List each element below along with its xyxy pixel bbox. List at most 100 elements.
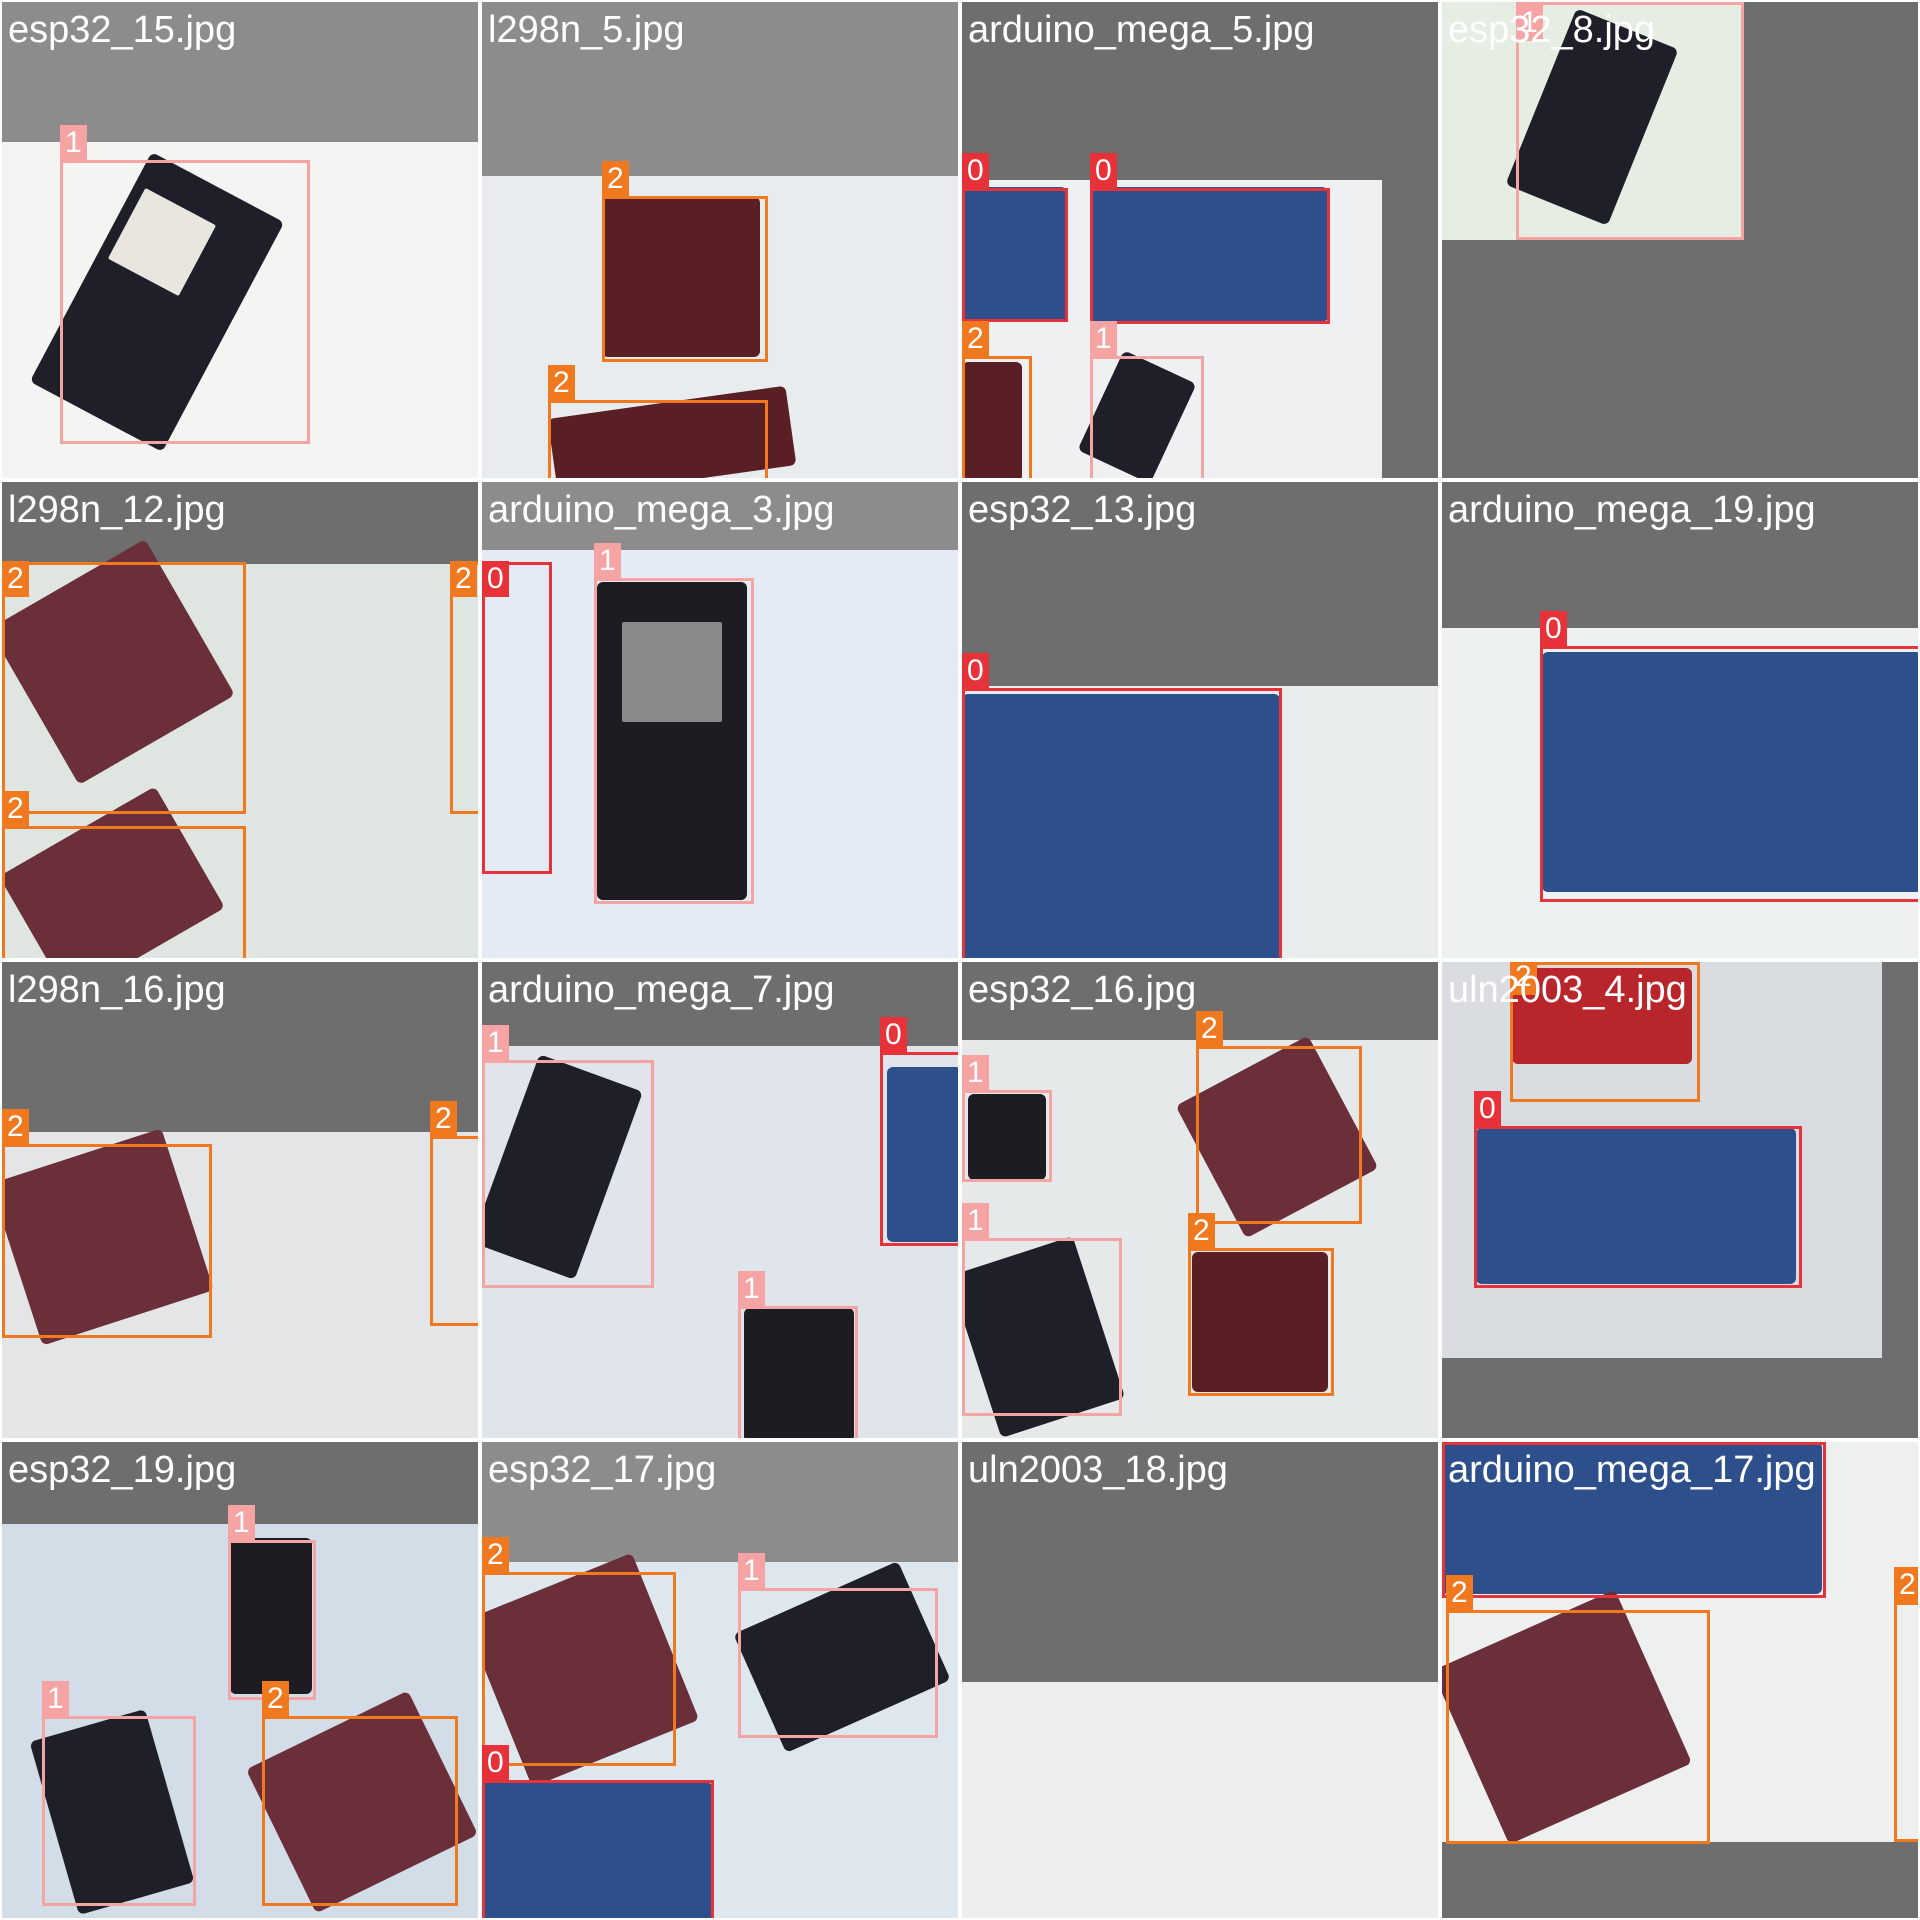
- tile-filename: l298n_12.jpg: [8, 489, 226, 531]
- bbox-class-1: 1: [738, 1553, 938, 1738]
- bbox-tag: 2: [1188, 1213, 1215, 1249]
- bbox-tag: 1: [962, 1055, 989, 1091]
- bbox-class-2: 2: [962, 321, 1032, 478]
- bbox-class-2: 2: [1196, 1011, 1362, 1224]
- bbox-tag: 2: [430, 1101, 457, 1137]
- bbox-tag: 2: [2, 791, 29, 827]
- bbox-class-2: 2: [262, 1681, 458, 1906]
- tile-7: 0 esp32_13.jpg: [960, 480, 1440, 960]
- bbox-class-2: 2: [1188, 1213, 1334, 1396]
- bbox-tag: 2: [548, 365, 575, 401]
- tile-16: 0 2 2 arduino_mega_17.jpg: [1440, 1440, 1920, 1920]
- bbox-class-1: 1: [42, 1681, 196, 1906]
- bbox-tag: 0: [1442, 1442, 1469, 1443]
- tile-filename: esp32_19.jpg: [8, 1449, 237, 1491]
- bbox-class-2: 2: [602, 161, 768, 362]
- tile-9: 2 2 l298n_16.jpg: [0, 960, 480, 1440]
- bbox-tag: 1: [60, 125, 87, 161]
- bbox-tag: 1: [482, 1025, 509, 1061]
- bbox-class-2: 2: [450, 561, 478, 814]
- tile-13: 1 1 2 esp32_19.jpg: [0, 1440, 480, 1920]
- bbox-class-2: 2: [1510, 962, 1700, 1102]
- tile-12: 2 0 uln2003_4.jpg: [1440, 960, 1920, 1440]
- bbox-class-1: 1: [594, 543, 754, 904]
- tile-10: 1 0 1 arduino_mega_7.jpg: [480, 960, 960, 1440]
- bbox-class-0: 0: [962, 153, 1068, 322]
- tile-filename: uln2003_4.jpg: [1448, 969, 1687, 1011]
- bbox-class-1: 1: [962, 1055, 1052, 1182]
- bbox-class-2: 2: [430, 1101, 478, 1326]
- tile-14: 2 1 0 esp32_17.jpg: [480, 1440, 960, 1920]
- bbox-tag: 1: [962, 1203, 989, 1239]
- bbox-tag: 1: [1516, 5, 1543, 41]
- bbox-tag: 2: [450, 561, 477, 597]
- bbox-class-0: 0: [1090, 153, 1330, 324]
- bbox-class-2: 2: [1894, 1567, 1918, 1842]
- bbox-tag: 0: [482, 561, 509, 597]
- bbox-class-0: 0: [482, 1745, 714, 1918]
- bbox-tag: 0: [962, 653, 989, 689]
- tile-1: 1 esp32_15.jpg: [0, 0, 480, 480]
- bbox-tag: 0: [880, 1017, 907, 1053]
- tile-2: 2 2 l298n_5.jpg: [480, 0, 960, 480]
- bbox-tag: 1: [594, 543, 621, 579]
- bbox-class-2: 2: [2, 791, 246, 958]
- bbox-class-0: 0: [1442, 1442, 1826, 1598]
- tile-11: 2 1 1 2 esp32_16.jpg: [960, 960, 1440, 1440]
- bbox-tag: 0: [482, 1745, 509, 1781]
- tile-filename: esp32_16.jpg: [968, 969, 1197, 1011]
- tile-filename: esp32_15.jpg: [8, 9, 237, 51]
- bbox-tag: 0: [1540, 611, 1567, 647]
- bbox-tag: 2: [2, 1109, 29, 1145]
- tile-5: 2 2 2 l298n_12.jpg: [0, 480, 480, 960]
- bbox-class-1: 1: [482, 1025, 654, 1288]
- bbox-tag: 1: [1090, 321, 1117, 357]
- bbox-tag: 2: [1510, 962, 1537, 995]
- tile-4: 1 esp32_8.jpg: [1440, 0, 1920, 480]
- bbox-tag: 2: [482, 1537, 509, 1573]
- bbox-class-2: 2: [2, 1109, 212, 1338]
- bbox-class-0: 0: [962, 653, 1282, 958]
- bbox-class-0: 0: [1474, 1091, 1802, 1288]
- bbox-tag: 2: [1446, 1575, 1473, 1611]
- bbox-class-1: 1: [738, 1271, 858, 1438]
- bbox-tag: 2: [2, 561, 29, 597]
- bbox-class-1: 1: [1090, 321, 1204, 478]
- bbox-tag: 2: [962, 321, 989, 357]
- tile-3: 0 0 2 1 arduino_mega_5.jpg: [960, 0, 1440, 480]
- bbox-class-2: 2: [482, 1537, 676, 1766]
- bbox-class-1: 1: [1516, 2, 1744, 240]
- tile-filename: arduino_mega_5.jpg: [968, 9, 1315, 51]
- bbox-class-1: 1: [962, 1203, 1122, 1416]
- bbox-class-2: 2: [1446, 1575, 1710, 1844]
- tile-6: 0 1 arduino_mega_3.jpg: [480, 480, 960, 960]
- tile-filename: esp32_17.jpg: [488, 1449, 717, 1491]
- bbox-class-2: 2: [548, 365, 768, 478]
- bbox-tag: 0: [1474, 1091, 1501, 1127]
- bbox-tag: 1: [42, 1681, 69, 1717]
- tile-filename: arduino_mega_7.jpg: [488, 969, 835, 1011]
- tile-filename: arduino_mega_19.jpg: [1448, 489, 1816, 531]
- tile-filename: arduino_mega_3.jpg: [488, 489, 835, 531]
- bbox-tag: 2: [1196, 1011, 1223, 1047]
- bbox-tag: 2: [602, 161, 629, 197]
- bbox-tag: 0: [962, 153, 989, 189]
- tile-15: uln2003_18.jpg: [960, 1440, 1440, 1920]
- bbox-tag: 1: [738, 1553, 765, 1589]
- bbox-class-2: 2: [2, 561, 246, 814]
- bbox-class-0: 0: [1540, 611, 1918, 902]
- tile-8: 0 arduino_mega_19.jpg: [1440, 480, 1920, 960]
- bbox-class-1: 1: [60, 125, 310, 444]
- bbox-tag: 2: [262, 1681, 289, 1717]
- bbox-class-0: 0: [482, 561, 552, 874]
- tile-filename: l298n_5.jpg: [488, 9, 685, 51]
- bbox-tag: 0: [1090, 153, 1117, 189]
- tile-filename: arduino_mega_17.jpg: [1448, 1449, 1816, 1491]
- bbox-class-0: 0: [880, 1017, 958, 1246]
- tile-filename: uln2003_18.jpg: [968, 1449, 1228, 1491]
- bbox-tag: 1: [738, 1271, 765, 1307]
- tile-filename: esp32_8.jpg: [1448, 9, 1656, 51]
- bbox-tag: 1: [228, 1505, 255, 1541]
- tile-filename: esp32_13.jpg: [968, 489, 1197, 531]
